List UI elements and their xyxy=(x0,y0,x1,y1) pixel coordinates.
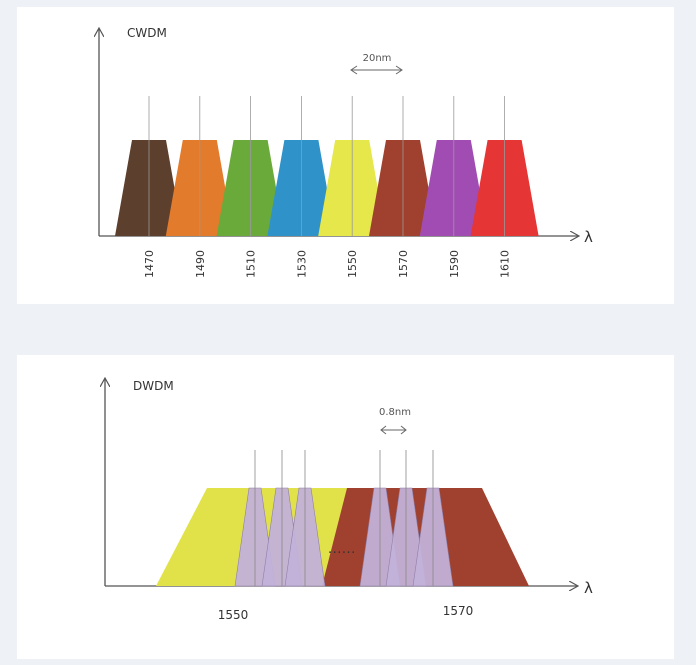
cwdm-channel-label: 1550 xyxy=(346,250,359,278)
cwdm-channel-label: 1490 xyxy=(194,250,207,278)
cwdm-channel-1610: 1610 xyxy=(470,96,539,278)
dwdm-axis-symbol: λ xyxy=(584,579,593,597)
cwdm-channel-1550: 1550 xyxy=(318,96,387,278)
cwdm-channel-label: 1590 xyxy=(448,250,461,278)
cwdm-channels: 1470 1490 1510 1530 1550 1570 1590 1610 xyxy=(115,96,539,278)
dwdm-right-channel-2 xyxy=(385,450,427,587)
cwdm-spacing-label: 20nm xyxy=(363,53,392,64)
dwdm-narrow-channels-left xyxy=(234,450,326,587)
cwdm-diagram: CWDM λ 1470 1490 1510 1530 1550 1570 1590 1610 … xyxy=(17,26,593,278)
dwdm-label-1550: 1550 xyxy=(218,608,249,622)
cwdm-axis-symbol: λ xyxy=(584,228,593,246)
dwdm-narrow-channels-right xyxy=(359,450,454,587)
cwdm-channel-1590: 1590 xyxy=(419,96,488,278)
dwdm-panel: DWDM λ ...... 0.8nm 1550 1570 xyxy=(17,355,674,659)
cwdm-channel-label: 1470 xyxy=(143,250,156,278)
cwdm-panel: CWDM λ 1470 1490 1510 1530 1550 1570 1590 1610 … xyxy=(17,7,674,304)
dwdm-right-channel-3 xyxy=(412,450,454,587)
cwdm-channel-label: 1530 xyxy=(295,250,308,278)
dwdm-left-channel-1 xyxy=(234,450,276,587)
cwdm-channel-label: 1510 xyxy=(245,250,258,278)
dwdm-title: DWDM xyxy=(133,379,174,393)
cwdm-title: CWDM xyxy=(127,26,167,40)
dwdm-left-channel-3 xyxy=(284,450,326,587)
cwdm-channel-label: 1610 xyxy=(499,250,512,278)
dwdm-ellipsis: ...... xyxy=(328,542,356,557)
cwdm-channel-1510: 1510 xyxy=(216,96,285,278)
cwdm-channel-1570: 1570 xyxy=(369,96,437,278)
dwdm-label-1570: 1570 xyxy=(443,604,474,618)
cwdm-channel-1490: 1490 xyxy=(165,96,234,278)
dwdm-spacing-label: 0.8nm xyxy=(379,407,411,418)
dwdm-spacing-indicator: 0.8nm xyxy=(379,407,411,435)
cwdm-channel-1470: 1470 xyxy=(115,96,183,278)
cwdm-spacing-indicator: 20nm xyxy=(350,53,403,75)
cwdm-channel-label: 1570 xyxy=(397,250,410,278)
dwdm-diagram: DWDM λ ...... 0.8nm 1550 1570 xyxy=(17,355,593,622)
cwdm-channel-1530: 1530 xyxy=(267,96,336,278)
